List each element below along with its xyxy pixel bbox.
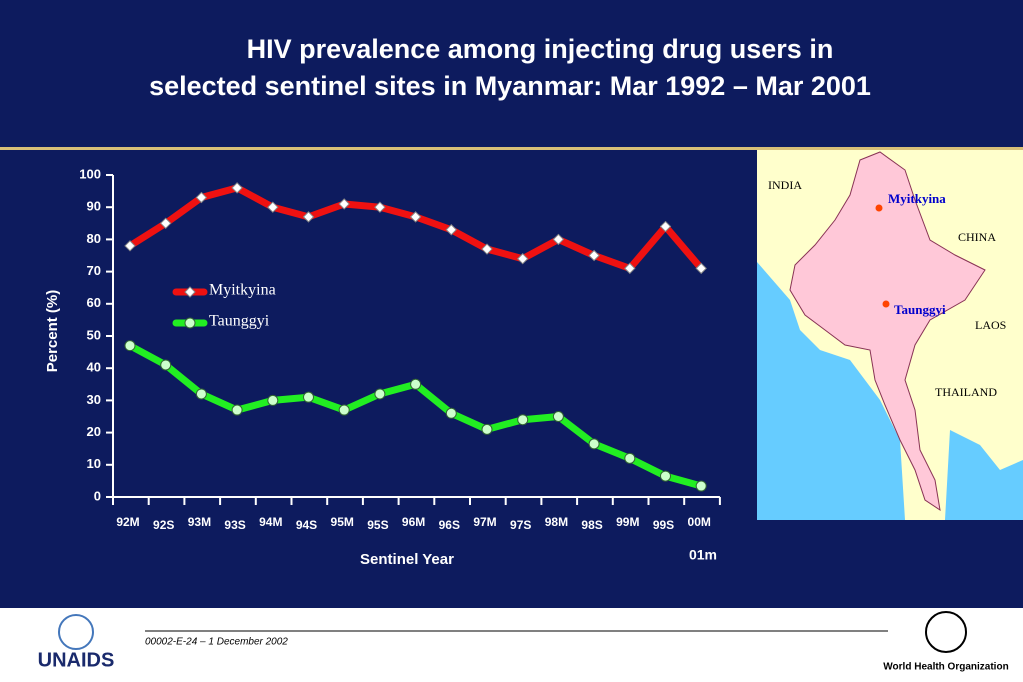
legend-label: Myitkyina: [209, 282, 276, 299]
x-tick-label: 98M: [545, 515, 568, 529]
x-tick-label: 92M: [116, 515, 139, 529]
y-tick-label: 60: [87, 295, 101, 310]
point: [231, 404, 243, 416]
point: [481, 423, 493, 435]
y-tick-label: 70: [87, 263, 101, 278]
x-tick-label: 00M: [688, 515, 711, 529]
y-tick-label: 40: [87, 360, 101, 375]
sea: [757, 262, 905, 520]
point: [267, 394, 279, 406]
y-tick-label: 10: [87, 456, 101, 471]
point: [159, 217, 172, 230]
annotation: 01m: [689, 547, 717, 563]
x-tick-label: 98S: [581, 518, 602, 532]
x-tick-label: 96M: [402, 515, 425, 529]
point: [659, 220, 672, 233]
point: [410, 378, 422, 390]
site-label: Myitkyina: [888, 191, 946, 206]
x-tick-label: 93S: [224, 518, 245, 532]
site-dot: [875, 204, 883, 212]
logo-emblem: [58, 614, 94, 650]
y-tick-label: 0: [94, 488, 101, 503]
point: [374, 388, 386, 400]
country-label: INDIA: [768, 178, 802, 192]
myanmar: [789, 151, 986, 512]
point: [481, 243, 493, 255]
point: [517, 414, 529, 426]
x-tick-label: 97M: [473, 515, 496, 529]
site-dot: [882, 300, 890, 308]
x-tick-label: 96S: [439, 518, 460, 532]
x-tick-label: 99S: [653, 518, 674, 532]
point: [695, 480, 707, 492]
point: [184, 317, 196, 329]
logo-emblem: [925, 611, 967, 653]
y-tick-label: 100: [79, 166, 101, 181]
map: Myitkyina Taunggyi INDIA CHINA LAOS THAI…: [757, 150, 1023, 520]
point: [303, 391, 314, 403]
point: [374, 201, 386, 213]
y-tick-label: 50: [87, 327, 101, 342]
point: [624, 262, 636, 275]
point: [338, 198, 350, 210]
y-tick-label: 80: [87, 231, 101, 246]
y-axis-label: Percent (%): [44, 290, 61, 373]
y-tick-label: 30: [87, 392, 101, 407]
x-tick-label: 97S: [510, 518, 531, 532]
country-label: THAILAND: [935, 385, 997, 399]
x-tick-label: 95S: [367, 518, 388, 532]
sea: [945, 430, 1023, 520]
point: [302, 211, 315, 223]
title-line: selected sentinel sites in Myanmar: Mar …: [149, 71, 871, 101]
x-tick-label: 95M: [331, 515, 354, 529]
point: [588, 249, 600, 262]
point: [124, 240, 136, 252]
point: [231, 182, 243, 194]
point: [552, 411, 564, 422]
x-tick-label: 94S: [296, 518, 317, 532]
point: [160, 359, 172, 371]
y-tick-label: 90: [87, 199, 101, 214]
country-label: CHINA: [958, 230, 996, 244]
x-tick-label: 99M: [616, 515, 639, 529]
x-tick-label: 92S: [153, 518, 174, 532]
point: [267, 201, 279, 213]
logo-text: World Health Organization: [883, 662, 1008, 673]
x-tick-label: 93M: [188, 515, 211, 529]
point: [516, 253, 529, 265]
point: [184, 286, 196, 298]
point: [124, 340, 136, 352]
point: [409, 211, 422, 223]
point: [552, 233, 565, 246]
point: [195, 191, 208, 204]
x-tick-label: 94M: [259, 515, 282, 529]
site-label: Taunggyi: [894, 302, 946, 317]
point: [695, 262, 707, 275]
point: [588, 438, 600, 450]
point: [445, 407, 457, 419]
divider: [0, 147, 1023, 150]
title-line: HIV prevalence among injecting drug user…: [247, 34, 834, 64]
x-axis-label: Sentinel Year: [360, 551, 454, 568]
y-tick-label: 20: [87, 424, 101, 439]
point: [624, 452, 636, 464]
point: [660, 470, 671, 482]
logo-text: UNAIDS: [38, 649, 115, 671]
country-label: LAOS: [975, 318, 1006, 332]
point: [445, 224, 458, 236]
legend-label: Taunggyi: [209, 313, 270, 330]
point: [195, 388, 207, 400]
point: [338, 404, 350, 416]
footer-code: 00002-E-24 – 1 December 2002: [145, 637, 288, 648]
